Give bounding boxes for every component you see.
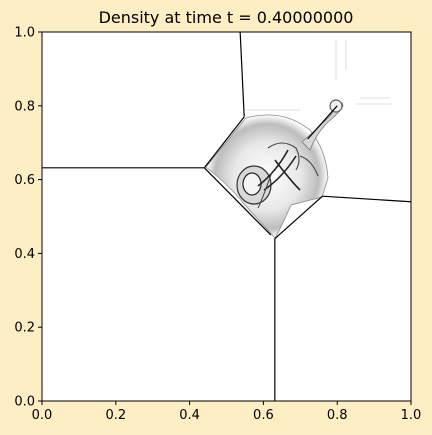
- y-axis: 0.0 0.2 0.4 0.6 0.8 1.0: [14, 26, 42, 410]
- inner-ll: [203, 167, 272, 236]
- plot-frame: [41, 31, 412, 402]
- x-tick-label-5: 1.0: [401, 408, 422, 423]
- x-tick-label-3: 0.6: [253, 408, 274, 423]
- mushroom-stem: [257, 149, 301, 191]
- vortex-inner: [242, 172, 262, 196]
- x-tick-label-2: 0.4: [179, 408, 200, 423]
- shock-lines: [42, 32, 411, 401]
- chart-title: Density at time t = 0.40000000: [99, 8, 354, 27]
- x-tick-label-1: 0.2: [105, 408, 126, 423]
- y-tick-label-1: 0.2: [14, 321, 35, 336]
- y-tick-label-5: 1.0: [14, 26, 35, 41]
- shock-top: [239, 32, 245, 117]
- y-tick-label-4: 0.8: [14, 99, 35, 114]
- y-tick-label-2: 0.4: [14, 247, 35, 262]
- shock-right: [322, 195, 411, 203]
- y-tick-label-0: 0.0: [14, 395, 35, 410]
- x-tick-label-4: 0.8: [327, 408, 348, 423]
- x-axis: 0.0 0.2 0.4 0.6 0.8 1.0: [32, 401, 422, 423]
- inner-lr: [274, 195, 323, 240]
- faint-streak-1: [335, 40, 347, 80]
- inner-ul: [203, 116, 245, 169]
- jet-head: [329, 99, 343, 113]
- x-tick-label-0: 0.0: [32, 408, 53, 423]
- y-tick-label-3: 0.6: [14, 173, 35, 188]
- plot-area: [42, 32, 411, 401]
- density-field: [205, 40, 392, 239]
- mushroom-arms: [257, 142, 319, 209]
- jet-arm: [307, 105, 338, 140]
- faint-streak-2: [355, 97, 392, 105]
